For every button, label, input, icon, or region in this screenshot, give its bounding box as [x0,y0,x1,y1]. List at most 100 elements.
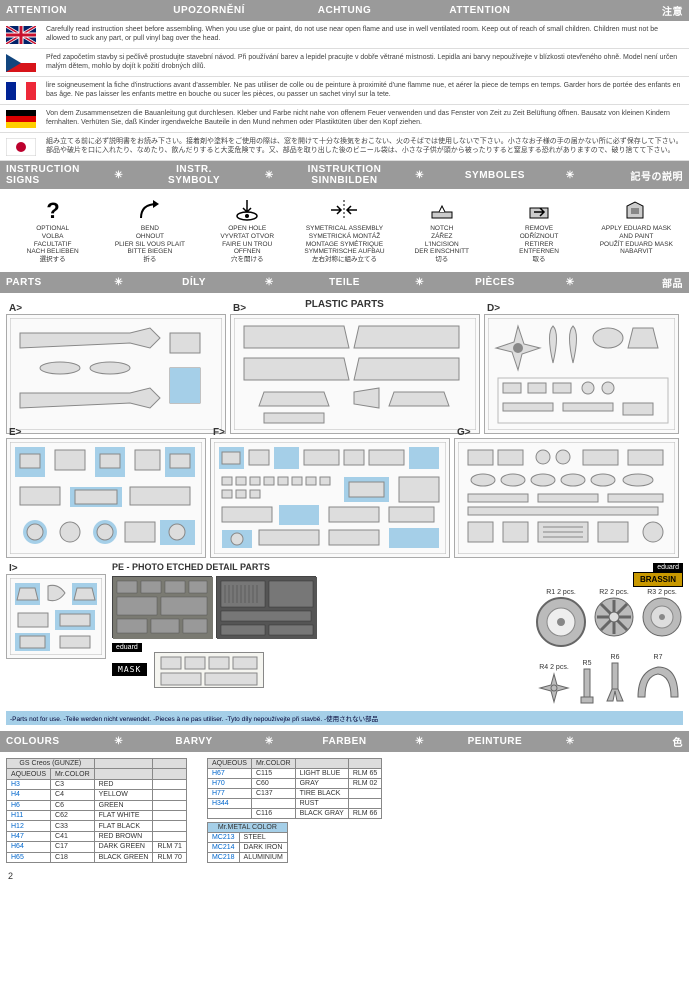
hdr-col-4: PEINTURE [457,736,532,747]
hdr-col-1: COLOURS [6,736,81,747]
table-row: H67C115LIGHT BLUERLM 65 [207,768,381,778]
hdr-parts-1: PARTS [6,277,81,288]
resin-r1: R1 2 pcs. [535,589,587,650]
sprue-g: G> [454,438,679,558]
attention-rows: Carefully read instruction sheet before … [0,21,689,161]
flag-fr-icon [6,82,36,100]
hdr-col-2: BARVY [156,736,231,747]
table-row: H3C3RED [7,779,187,789]
resin-r6: R6 [603,654,627,707]
sprue-i-icon [10,578,102,655]
table-row: MC218ALUMINIUM [207,852,287,862]
attention-row-cz: Před započetím stavby si pečlivě prostud… [0,49,689,77]
colours-area: GS Creos (GUNZE) AQUEOUSMr.COLOR H3C3RED… [0,752,689,869]
hole-icon [199,197,296,223]
pe-sheet-2 [216,576,316,638]
colour-table-left: GS Creos (GUNZE) AQUEOUSMr.COLOR H3C3RED… [6,758,187,863]
table-row: MC213STEEL [207,832,287,842]
hdr-attention-2: UPOZORNĚNÍ [141,5,276,16]
attention-header: ATTENTION UPOZORNĚNÍ ACHTUNG ATTENTION 注… [0,0,689,21]
sprue-f: F> [210,438,450,558]
hdr-parts-5: 部品 [608,275,683,290]
page-number: 2 [0,869,689,883]
resin-r2: R2 2 pcs. [593,589,635,650]
colour-table-metal: Mr.METAL COLOR MC213STEELMC214DARK IRONM… [207,822,288,863]
wheel-back-icon [641,596,683,638]
hdr-parts-4: PIÈCES [457,277,532,288]
resin-r3: R3 2 pcs. [641,589,683,650]
mask-sheet-icon [155,653,265,689]
attention-row-de: Von dem Zusammensetzen die Bauanleitung … [0,105,689,133]
table-row: H64C17DARK GREENRLM 71 [7,842,187,852]
hdr-parts-2: DÍLY [156,277,231,288]
table-row: C116BLACK GRAYRLM 66 [207,808,381,818]
sign-hole: OPEN HOLEVYVRTAT OTVORFAIRE UN TROUOFFNE… [199,197,296,264]
flag-cz-icon [6,54,36,72]
pe-title: PE - PHOTO ETCHED DETAIL PARTS [112,562,427,572]
bend-icon [101,197,198,223]
symmetry-icon [296,197,393,223]
signs-row: ? OPTIONALVOLBAFACULTATIFNACH BELIEBEN選択… [0,189,689,272]
eduard-logo-2: eduard [653,563,683,572]
attention-text-cz: Před započetím stavby si pečlivě prostud… [46,53,683,71]
sprue-e-icon [10,442,202,554]
flag-uk-icon [6,26,36,44]
resin-r7: R7 [633,654,683,707]
sprue-a-icon [10,318,222,430]
flag-de-icon [6,110,36,128]
mask-logo: MASK [112,663,147,676]
notch-icon [393,197,490,223]
table-row: H77C137TIRE BLACK [207,788,381,798]
sign-mask: APPLY EDUARD MASKAND PAINTPOUŽÍT EDUARD … [588,197,685,264]
attention-text-uk: Carefully read instruction sheet before … [46,25,683,43]
hdr-signs-1: INSTRUCTION SIGNS [6,164,81,186]
sprue-b: B> [230,314,480,434]
attention-text-jp: 組み立てる前に必ず説明書をお読み下さい。接着剤や塗料をご使用の際は、窓を開けて十… [46,137,683,155]
resin-r4: R4 2 pcs. [537,664,571,707]
hdr-attention-3: ACHTUNG [277,5,412,16]
strut-icon [577,667,597,705]
mask-icon [588,197,685,223]
remove-icon [490,197,587,223]
sign-sym: SYMETRICAL ASSEMBLYSYMETRICKÁ MONTÁŽMONT… [296,197,393,264]
sprue-a: A> [6,314,226,434]
attention-text-fr: lire soigneusement la fiche d'instructio… [46,81,683,99]
brassin-badge: BRASSIN [633,572,683,587]
table-row: H65C18BLACK GREENRLM 70 [7,852,187,862]
sprue-d-icon [488,318,675,430]
sign-bend: BENDOHNOUTPLIER SIL VOUS PLAITBITTE BIEG… [101,197,198,264]
hdr-parts-3: TEILE [307,277,382,288]
table-row: H344RUST [207,798,381,808]
tire-icon [535,596,587,648]
table-row: H12C33FLAT BLACK [7,821,187,831]
eduard-logo: eduard [112,643,142,652]
resin-r5: R5 [577,660,597,707]
spoke-icon [537,671,571,705]
cowl-icon [633,661,683,705]
sprue-g-icon [458,442,675,554]
colour-table-right: AQUEOUSMr.COLOR H67C115LIGHT BLUERLM 65H… [207,758,382,819]
hdr-signs-4: SYMBOLES [457,170,532,181]
sign-remove: REMOVEODŘÍZNOUTRETIRERENTFERNEN取る [490,197,587,264]
leg-icon [603,661,627,705]
sprue-f-icon [214,442,446,554]
plastic-parts-title: PLASTIC PARTS [6,299,683,310]
sprue-i: I> [6,574,106,659]
hdr-attention-4: ATTENTION [412,5,547,16]
table-row: H47C41RED BROWN [7,831,187,841]
hdr-attention-1: ATTENTION [6,5,141,16]
table-row: H11C62FLAT WHITE [7,810,187,820]
hdr-attention-5: 注意 [548,3,683,18]
signs-header: INSTRUCTION SIGNS ✳ INSTR. SYMBOLY ✳ INS… [0,161,689,189]
sign-notch: NOTCHZÁŘEZL'INCISIONDER EINSCHNITT切る [393,197,490,264]
parts-area: PLASTIC PARTS A> B> [0,293,689,731]
pe-sheet-1 [112,576,212,638]
unused-parts-note: -Parts not for use. -Teile werden nicht … [6,711,683,725]
hdr-signs-5: 記号の説明 [608,168,683,183]
hdr-signs-3: INSTRUKTION SINNBILDEN [307,164,382,186]
hdr-col-3: FARBEN [307,736,382,747]
table-row: H6C6GREEN [7,800,187,810]
sprue-d: D> [484,314,679,434]
hdr-signs-2: INSTR. SYMBOLY [156,164,231,186]
table-row: H70C60GRAYRLM 02 [207,778,381,788]
